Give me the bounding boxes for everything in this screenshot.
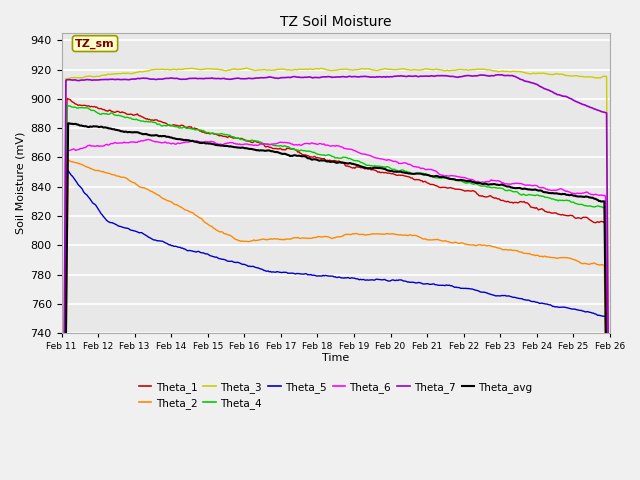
Theta_3 <box>355 66 363 72</box>
Theta_5 <box>319 272 327 278</box>
Theta_2 <box>319 234 327 240</box>
Theta_4 <box>385 164 393 170</box>
Theta_6 <box>594 192 602 198</box>
Theta_avg <box>355 163 363 168</box>
Theta_avg <box>385 168 393 173</box>
Theta_6 <box>508 181 516 187</box>
Theta_6 <box>323 142 330 148</box>
Theta_3 <box>508 69 516 74</box>
Theta_4 <box>323 153 330 158</box>
Theta_2 <box>64 157 72 163</box>
Y-axis label: Soil Moisture (mV): Soil Moisture (mV) <box>15 132 25 234</box>
Theta_avg <box>323 158 330 164</box>
Theta_6 <box>145 136 152 142</box>
Theta_3 <box>594 75 602 81</box>
Theta_5 <box>355 277 363 283</box>
Theta_5 <box>63 166 71 172</box>
Theta_7 <box>321 74 329 80</box>
Theta_7 <box>384 74 392 80</box>
Theta_1 <box>63 96 71 101</box>
Theta_1 <box>355 164 363 170</box>
Theta_3 <box>319 66 327 72</box>
Line: Theta_3: Theta_3 <box>61 68 610 480</box>
Theta_avg <box>508 185 516 191</box>
Theta_2 <box>594 262 602 267</box>
Title: TZ Soil Moisture: TZ Soil Moisture <box>280 15 392 29</box>
Line: Theta_avg: Theta_avg <box>61 123 610 480</box>
Line: Theta_7: Theta_7 <box>61 75 610 480</box>
Theta_avg <box>319 157 327 163</box>
Theta_2 <box>355 232 363 238</box>
Theta_1 <box>319 156 327 162</box>
Theta_1 <box>594 219 602 225</box>
Theta_6 <box>319 142 327 147</box>
Theta_5 <box>323 273 330 278</box>
Theta_4 <box>594 203 602 209</box>
Theta_7 <box>318 74 326 80</box>
Theta_4 <box>508 188 516 194</box>
Theta_6 <box>355 150 363 156</box>
Theta_5 <box>508 294 516 300</box>
Theta_2 <box>385 231 393 237</box>
Theta_5 <box>594 312 602 318</box>
Line: Theta_4: Theta_4 <box>61 105 610 480</box>
Text: TZ_sm: TZ_sm <box>76 38 115 49</box>
Theta_3 <box>243 65 250 71</box>
Theta_4 <box>319 152 327 158</box>
Theta_2 <box>508 247 516 253</box>
Theta_3 <box>323 67 330 72</box>
Theta_7 <box>594 108 602 113</box>
Theta_2 <box>323 234 330 240</box>
Theta_7 <box>508 72 516 78</box>
Line: Theta_2: Theta_2 <box>61 160 610 480</box>
Theta_7 <box>495 72 503 78</box>
Theta_1 <box>323 157 330 163</box>
Theta_avg <box>64 120 72 126</box>
Line: Theta_6: Theta_6 <box>61 139 610 480</box>
Line: Theta_1: Theta_1 <box>61 98 610 480</box>
Theta_1 <box>508 200 516 205</box>
X-axis label: Time: Time <box>322 353 349 362</box>
Legend: Theta_1, Theta_2, Theta_3, Theta_4, Theta_5, Theta_6, Theta_7, Theta_avg: Theta_1, Theta_2, Theta_3, Theta_4, Thet… <box>135 377 536 413</box>
Theta_7 <box>355 74 362 80</box>
Line: Theta_5: Theta_5 <box>61 169 610 480</box>
Theta_3 <box>385 66 393 72</box>
Theta_6 <box>385 157 393 163</box>
Theta_4 <box>63 102 71 108</box>
Theta_1 <box>385 170 393 176</box>
Theta_5 <box>385 278 393 284</box>
Theta_avg <box>594 197 602 203</box>
Theta_4 <box>355 158 363 164</box>
